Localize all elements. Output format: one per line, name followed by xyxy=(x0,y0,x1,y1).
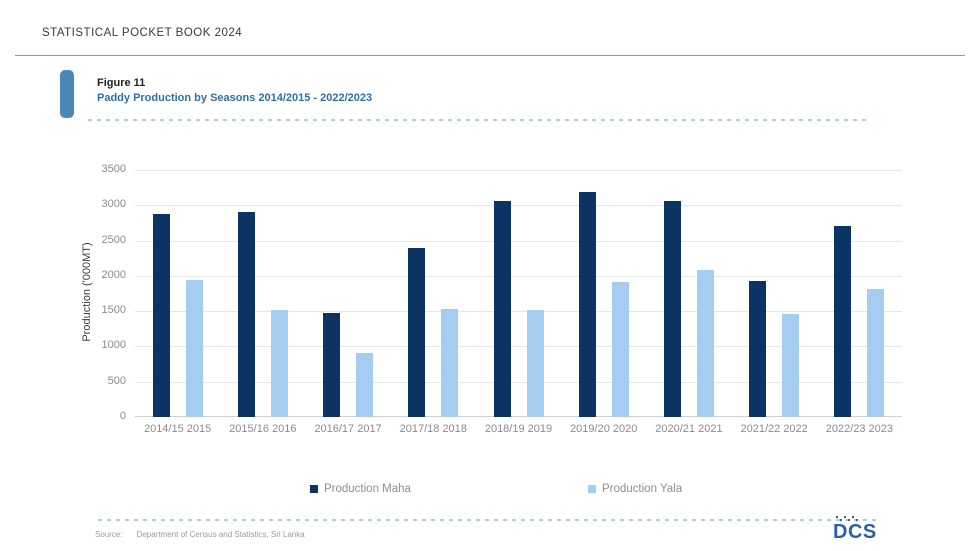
x-axis-label: 2015/16 2016 xyxy=(229,423,297,435)
bar-maha-2017-18 xyxy=(408,247,426,417)
gridline xyxy=(135,275,902,277)
source-line: Source: Department of Census and Statisti… xyxy=(95,530,305,539)
figure-accent-tab xyxy=(60,70,74,118)
gridline xyxy=(135,205,902,207)
bar-maha-2018-19 xyxy=(493,200,511,417)
bar-yala-2020-21 xyxy=(696,269,714,417)
y-tick-label: 3000 xyxy=(101,198,126,211)
y-axis-title: Production ('000MT) xyxy=(81,242,93,342)
bar-maha-2014-15 xyxy=(152,213,170,417)
x-axis-label: 2019/20 2020 xyxy=(570,423,638,435)
bar-yala-2019-20 xyxy=(611,281,629,417)
y-tick-label: 2500 xyxy=(101,233,126,246)
bar-maha-2015-16 xyxy=(237,212,255,417)
bar-yala-2016-17 xyxy=(356,352,374,417)
gridline xyxy=(135,381,902,383)
bar-maha-2020-21 xyxy=(663,201,681,417)
dcs-logo: DCS xyxy=(833,515,877,542)
x-axis-label: 2016/17 2017 xyxy=(314,423,382,435)
bar-yala-2021-22 xyxy=(782,313,800,417)
bar-maha-2019-20 xyxy=(578,191,596,417)
yala-legend-label: Production Yala xyxy=(602,483,683,495)
x-axis-label: 2017/18 2018 xyxy=(399,423,467,435)
maha-legend-swatch xyxy=(310,485,318,493)
x-axis-label: 2022/23 2023 xyxy=(825,423,894,435)
bar-yala-2018-19 xyxy=(526,310,544,417)
y-tick-label: 0 xyxy=(119,410,126,422)
bar-maha-2022-23 xyxy=(834,226,852,417)
bar-yala-2014-15 xyxy=(185,280,203,417)
bar-yala-2015-16 xyxy=(270,310,288,417)
bar-chart-plot xyxy=(135,170,902,417)
bottom-dashed-divider xyxy=(98,519,878,521)
dcs-logo-text: DCS xyxy=(833,521,877,543)
figure-number: Figure 11 xyxy=(97,77,146,89)
y-tick-label: 3500 xyxy=(101,163,126,175)
source-label: Source: xyxy=(95,530,123,539)
y-tick-label: 2000 xyxy=(101,268,126,281)
gridline xyxy=(135,346,902,348)
bar-maha-2016-17 xyxy=(323,313,341,417)
legend-item-yala: Production Yala xyxy=(588,483,682,495)
gridline xyxy=(135,311,902,313)
legend-item-maha: Production Maha xyxy=(310,483,411,495)
yala-legend-swatch xyxy=(588,485,596,493)
header-divider xyxy=(15,55,965,56)
figure-title: Paddy Production by Seasons 2014/2015 - … xyxy=(97,92,373,104)
maha-legend-label: Production Maha xyxy=(324,483,411,495)
source-text: Department of Census and Statistics, Sri… xyxy=(136,530,305,539)
bar-yala-2022-23 xyxy=(867,288,885,417)
y-tick-label: 1500 xyxy=(101,304,126,317)
book-title: STATISTICAL POCKET BOOK 2024 xyxy=(42,27,243,39)
top-dashed-divider xyxy=(88,119,868,121)
gridline xyxy=(135,416,902,417)
dcs-logo-dots-icon xyxy=(836,516,838,518)
x-axis-label: 2021/22 2022 xyxy=(740,423,808,435)
gridline xyxy=(135,240,902,242)
x-axis-label: 2014/15 2015 xyxy=(143,423,212,435)
gridline xyxy=(135,170,902,171)
bar-yala-2017-18 xyxy=(441,309,459,417)
y-tick-label: 500 xyxy=(107,374,126,387)
x-axis-label: 2018/19 2019 xyxy=(484,423,553,435)
x-axis-label: 2020/21 2021 xyxy=(655,423,723,435)
y-tick-label: 1000 xyxy=(101,339,126,352)
bar-maha-2021-22 xyxy=(749,280,767,417)
